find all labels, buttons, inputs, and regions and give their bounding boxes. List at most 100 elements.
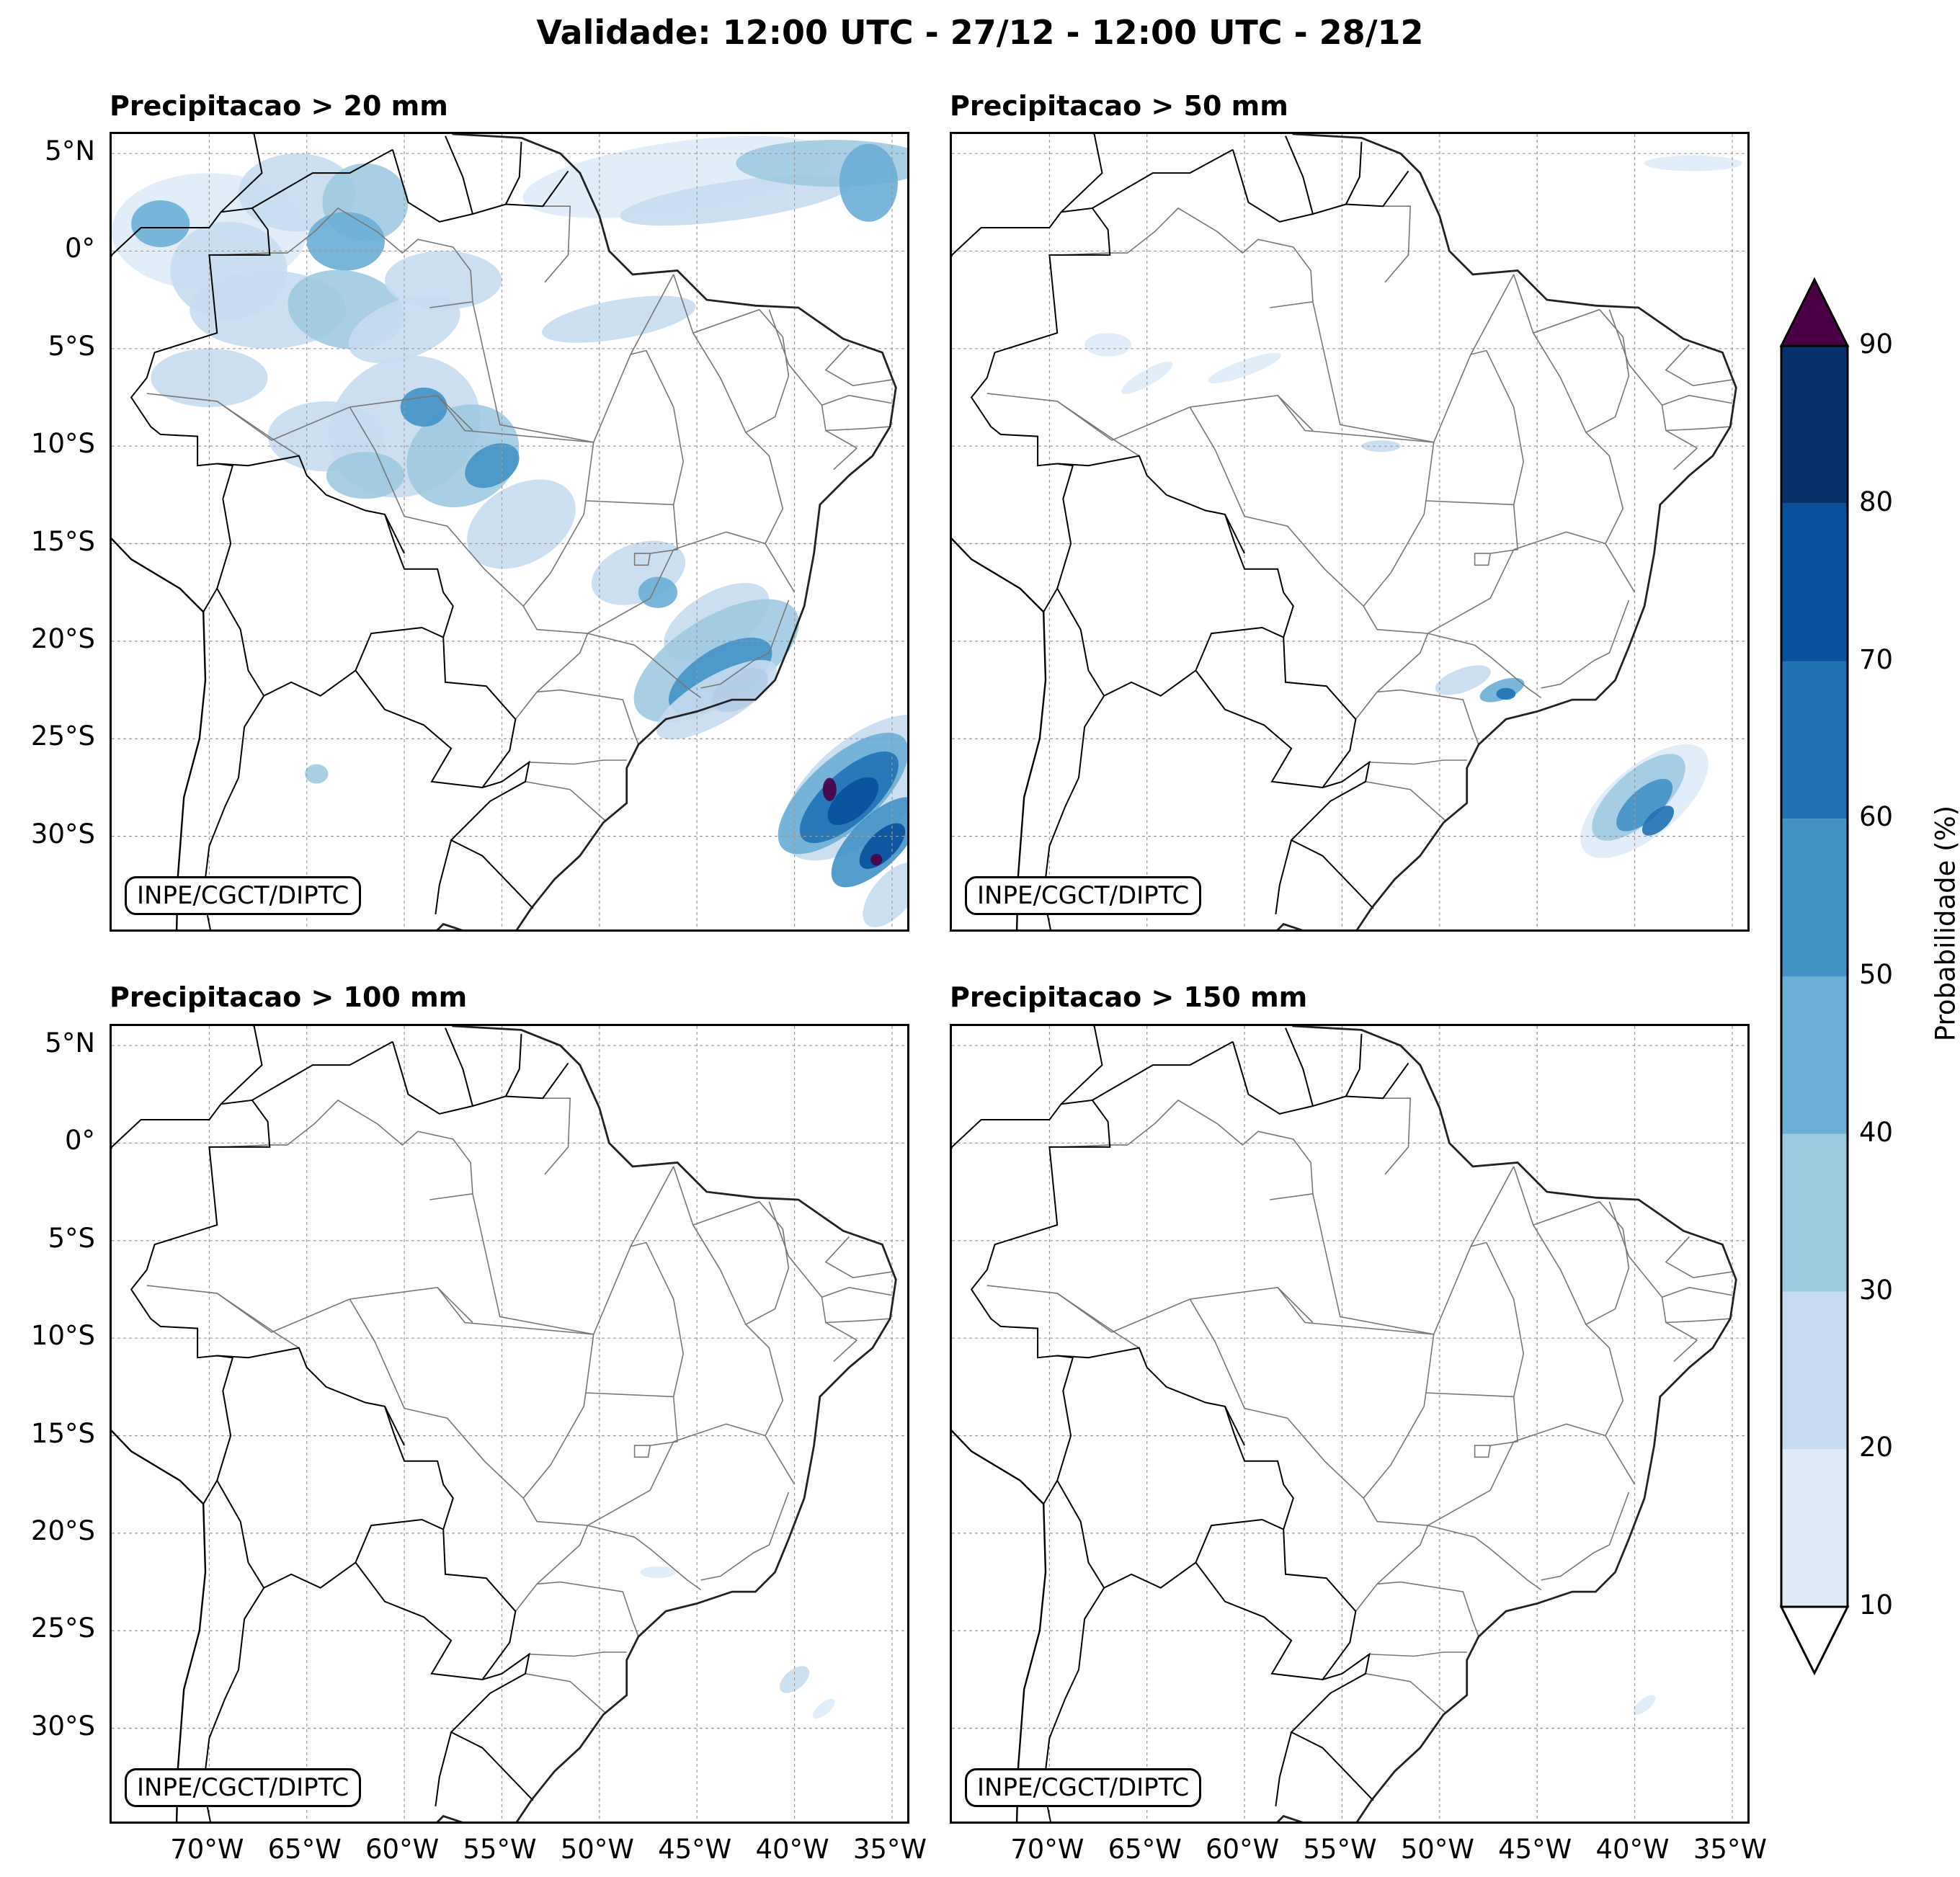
colorbar-tick-label: 10 [1859,1590,1894,1620]
probability-blob [542,295,696,343]
border-line [952,1099,1111,1822]
state-line [1513,1166,1636,1485]
probability-field [640,1566,835,1719]
lat-tick-label: 30°S [30,818,95,850]
probability-blob [870,854,883,866]
colorbar-block [1781,503,1848,661]
state-line [1662,394,1733,406]
lat-tick-label: 25°S [30,1613,95,1644]
lon-tick-label: 40°W [1595,1834,1670,1865]
border-line [445,135,473,215]
map-canvas-150mm [952,1026,1747,1822]
state-line [630,274,674,355]
lon-tick-label: 65°W [1108,1834,1182,1865]
state-line [514,633,589,720]
probability-blob [467,479,576,569]
state-line [1377,1581,1479,1637]
probability-blob [131,200,190,247]
state-line [472,301,594,443]
state-line [1369,759,1467,765]
state-line [349,1298,405,1409]
state-line [1533,1200,1630,1325]
state-line [1056,1293,1140,1349]
graticule [952,134,1747,929]
state-line [1383,205,1412,283]
lat-tick-label: 5°N [45,135,95,167]
border-line [202,588,218,612]
probability-blob [640,1566,676,1579]
state-boundaries [986,205,1733,821]
watermark-label: INPE/CGCT/DIPTC [965,876,1202,915]
state-line [437,1287,678,1458]
probability-blob [385,251,502,310]
state-line [1355,633,1429,720]
country-borders [112,1026,569,1822]
colorbar-block [1781,661,1848,819]
lat-tick-label: 0° [64,1125,95,1156]
state-line [833,447,858,471]
state-line [1277,1287,1518,1458]
lon-tick-label: 40°W [755,1834,829,1865]
probability-blob [863,862,907,927]
border-line [1195,637,1357,789]
border-line [220,1026,263,1105]
lon-tick-label: 60°W [1206,1834,1280,1865]
state-line [1470,1166,1515,1247]
lat-tick-label: 20°S [30,623,95,654]
probability-blob [1496,687,1516,700]
state-line [700,1552,754,1581]
border-line [952,207,1111,929]
probability-blob [1642,806,1675,836]
border-line [505,141,522,205]
colorbar-tick-label: 70 [1859,643,1894,675]
colorbar-tick-label: 40 [1859,1116,1894,1148]
lon-tick-label: 70°W [1010,1834,1084,1865]
lon-tick-label: 55°W [1303,1834,1377,1865]
state-line [1312,301,1434,443]
state-line [1427,633,1542,699]
state-line [673,531,766,550]
state-line [529,759,627,765]
state-line [1513,531,1606,550]
state-line [537,1581,639,1637]
colorbar-frame [1780,344,1849,1608]
border-line [1057,1347,1294,1589]
probability-blob [1616,778,1673,832]
colorbar-tick-label: 20 [1859,1432,1894,1463]
state-line [1369,1651,1467,1657]
state-line [753,599,790,661]
state-line [1665,1318,1731,1324]
border-line [112,207,271,929]
lat-tick-label: 10°S [30,1320,95,1352]
state-line [543,1097,571,1175]
probability-blob [326,452,405,499]
probability-blob [859,823,906,869]
border-line [1290,1652,1374,1801]
state-line [587,633,702,699]
probability-blob [1208,352,1282,384]
state-line [1593,1492,1630,1553]
state-line [314,207,473,308]
probability-blob [812,1698,835,1719]
colorbar-under-arrow [1779,1605,1850,1676]
state-line [630,1166,674,1247]
border-line [220,134,263,213]
border-line [1060,134,1103,213]
state-line [514,1525,589,1612]
state-line [1277,395,1518,566]
colorbar-block [1781,1291,1848,1450]
state-line [220,1123,316,1148]
border-line [1224,514,1245,554]
border-line [217,1347,454,1589]
state-line [1363,1441,1515,1526]
border-line [1043,588,1059,612]
state-line [146,1285,473,1333]
coastline-west [112,1430,207,1822]
state-line [1363,549,1515,634]
lat-tick-label: 25°S [30,721,95,752]
probability-blob [1644,155,1742,171]
lat-tick-label: 5°S [48,1222,95,1254]
state-line [1673,1339,1698,1363]
lon-tick-label: 35°W [1693,1834,1767,1865]
lat-tick-label: 5°S [48,330,95,362]
